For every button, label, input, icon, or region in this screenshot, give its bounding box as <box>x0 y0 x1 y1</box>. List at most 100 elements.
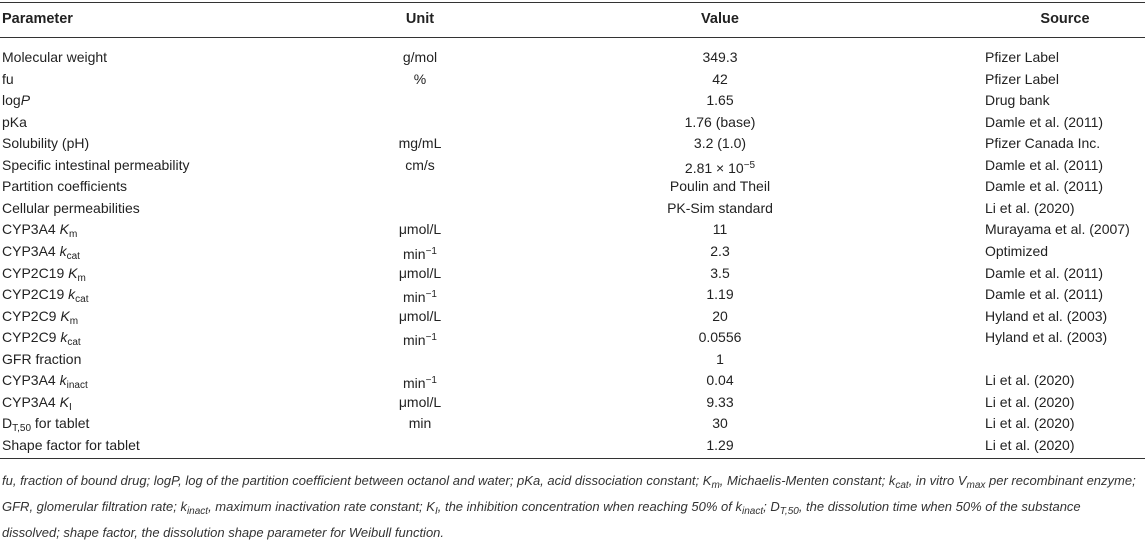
text-run: log <box>2 92 21 109</box>
value-cell: 1.76 (base) <box>684 113 756 130</box>
unit-cell: g/mol <box>402 49 438 65</box>
parameter-cell: CYP2C19 kcat <box>2 284 89 310</box>
source-cell: Hyland et al. (2003) <box>985 329 1108 346</box>
parameter-cell: CYP3A4 kinact <box>2 370 88 396</box>
text-run: ; D <box>763 499 780 514</box>
table-row: logP 1.65 Drug bank <box>0 90 1145 111</box>
unit-cell: min−1 <box>320 370 520 394</box>
text-run: −5 <box>743 159 756 171</box>
text-run: inact <box>741 506 764 517</box>
top-rule <box>0 2 1145 3</box>
unit-cell: μmol/L <box>398 307 442 324</box>
text-run: for tablet <box>31 415 90 432</box>
source-cell: Li et al. (2020) <box>985 393 1075 410</box>
source-cell: Li et al. (2020) <box>985 372 1075 389</box>
text-run: −1 <box>425 375 437 387</box>
text-run: CYP3A4 <box>2 242 60 259</box>
value-cell: 3.2 (1.0) <box>693 135 747 152</box>
text-run: k <box>59 372 67 389</box>
unit-cell: cm/s <box>405 156 435 173</box>
text-run: max <box>966 480 986 491</box>
table-row: CYP3A4 Km μmol/L 11 Murayama et al. (2007) <box>0 219 1145 240</box>
text-run: K <box>68 264 78 281</box>
parameter-cell: Partition coefficients <box>2 178 128 195</box>
source-cell: Damle et al. (2011) <box>985 178 1104 195</box>
unit-cell: min−1 <box>320 327 520 351</box>
value-cell: 3.5 <box>710 264 730 281</box>
text-run: per recombinant enzyme; GFR, glomerular … <box>2 473 1136 514</box>
parameter-cell: Specific intestinal permeability <box>2 156 190 173</box>
table-row: GFR fraction 1 <box>0 349 1145 370</box>
table-row: DT,50 for tablet min 30 Li et al. (2020) <box>0 413 1145 434</box>
header-rule <box>0 37 1145 38</box>
text-run: fu, fraction of bound drug; logP, log of… <box>2 473 712 488</box>
text-run: min <box>403 245 426 262</box>
source-cell: Murayama et al. (2007) <box>985 221 1130 238</box>
value-cell: 0.0556 <box>698 329 742 346</box>
source-cell: Drug bank <box>985 92 1050 109</box>
table-row: pKa 1.76 (base) Damle et al. (2011) <box>0 112 1145 133</box>
parameter-cell: Cellular permeabilities <box>2 199 140 216</box>
text-run: , in vitro V <box>908 473 967 488</box>
unit-cell: μmol/L <box>398 393 442 410</box>
unit-cell: μmol/L <box>398 221 442 238</box>
header-source: Source <box>1040 11 1090 27</box>
table-row: Shape factor for tablet 1.29 Li et al. (20… <box>0 435 1145 456</box>
table-row: Specific intestinal permeability cm/s 2.81… <box>0 155 1145 176</box>
text-run: k <box>60 329 68 346</box>
text-run: 2.81 × 10 <box>684 159 744 176</box>
table-row: CYP2C19 kcat min−1 1.19 Damle et al. (2011) <box>0 284 1145 305</box>
header-value: Value <box>701 11 739 27</box>
text-run: −1 <box>425 289 437 301</box>
table-row: CYP3A4 kinact min−1 0.04 Li et al. (2020) <box>0 370 1145 391</box>
parameter-cell: CYP3A4 Km <box>2 219 77 245</box>
table-row: CYP2C19 Km μmol/L 3.5 Damle et al. (2011) <box>0 263 1145 284</box>
value-cell: 2.81 × 10−5 <box>570 155 870 179</box>
source-cell: Pfizer Label <box>985 70 1059 87</box>
text-run: cat <box>75 294 89 306</box>
value-cell: 1.19 <box>706 286 734 303</box>
source-cell: Li et al. (2020) <box>985 199 1075 216</box>
header-parameter: Parameter <box>2 11 73 27</box>
text-run: K <box>60 307 70 324</box>
text-run: m <box>69 315 79 327</box>
table-row: CYP2C9 Km μmol/L 20 Hyland et al. (2003) <box>0 306 1145 327</box>
table-row: Molecular weight g/mol 349.3 Pfizer Label <box>0 47 1145 68</box>
unit-cell: μmol/L <box>398 264 442 281</box>
text-run: m <box>77 272 86 284</box>
text-run: m <box>68 229 78 241</box>
value-cell: 349.3 <box>702 49 738 65</box>
text-run: CYP3A4 <box>2 221 60 238</box>
value-cell: 30 <box>712 415 728 432</box>
value-cell: 11 <box>712 221 728 238</box>
source-cell: Pfizer Label <box>985 49 1059 65</box>
parameter-cell: Shape factor for tablet <box>2 436 140 453</box>
value-cell: 9.33 <box>706 393 734 410</box>
source-cell: Pfizer Canada Inc. <box>985 135 1101 152</box>
table-row: CYP3A4 kcat min−1 2.3 Optimized <box>0 241 1145 262</box>
parameter-cell: pKa <box>2 113 27 130</box>
unit-cell: min−1 <box>320 241 520 265</box>
parameter-cell: CYP3A4 KI <box>2 392 72 418</box>
text-run: , Michaelis-Menten constant; k <box>719 473 896 488</box>
text-run: CYP3A4 <box>2 393 60 410</box>
value-cell: 1.29 <box>706 436 734 453</box>
text-run: D <box>2 415 13 432</box>
text-run: k <box>68 286 76 303</box>
table-row: CYP3A4 KI μmol/L 9.33 Li et al. (2020) <box>0 392 1145 413</box>
bottom-rule <box>0 458 1145 459</box>
text-run: CYP3A4 <box>2 372 60 389</box>
parameter-cell: logP <box>2 90 30 111</box>
header-unit: Unit <box>405 11 435 27</box>
text-run: K <box>59 221 69 238</box>
unit-cell: min−1 <box>320 284 520 308</box>
unit-cell: % <box>413 70 427 87</box>
text-run: min <box>403 375 426 392</box>
text-run: inact <box>66 380 88 392</box>
parameter-cell: DT,50 for tablet <box>2 413 89 439</box>
value-cell: PK-Sim standard <box>667 199 773 216</box>
text-run: min <box>403 332 426 349</box>
value-cell: 1 <box>716 350 724 367</box>
table-row: CYP2C9 kcat min−1 0.0556 Hyland et al. (200… <box>0 327 1145 348</box>
